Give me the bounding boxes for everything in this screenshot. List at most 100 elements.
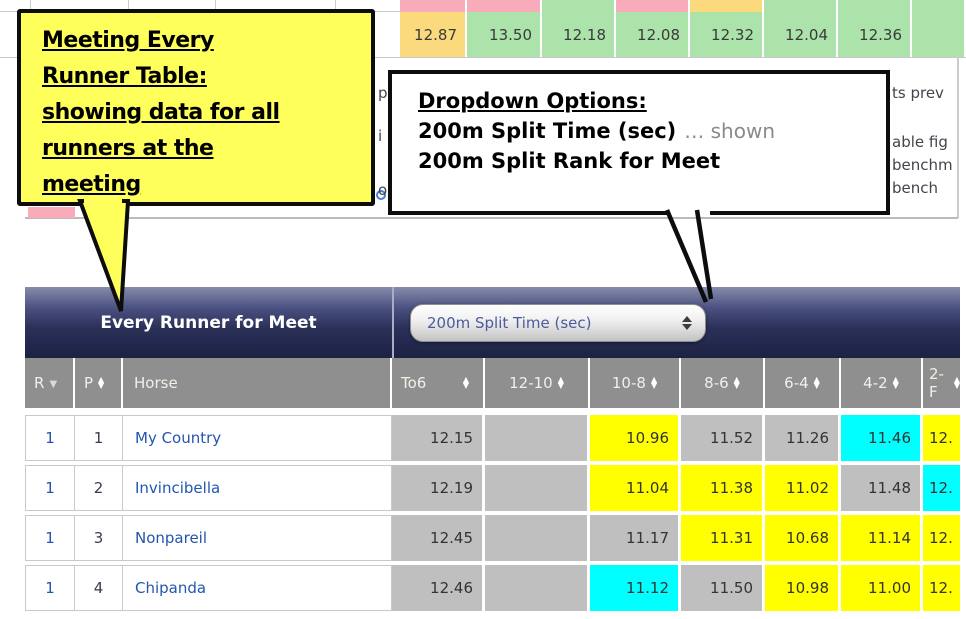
bg-split-cell: 13.50 xyxy=(467,12,542,57)
split-cell: 12. xyxy=(923,465,960,511)
horse-link[interactable]: My Country xyxy=(135,429,222,447)
table-header-row: R ▼ P ▲ ▼ Horse To6 ▲ ▼ 12-10 ▲ ▼ 10-8 ▲ ▼ 8-6 ▲ ▼ 6-4 ▲ ▼ 4-… xyxy=(25,358,960,408)
bg-table-split-row: 12.87 13.50 12.18 12.08 12.32 12.04 12.36 xyxy=(400,12,966,57)
dropdown-callout-heading: Dropdown Options: xyxy=(418,89,647,113)
column-header-12-10[interactable]: 12-10 ▲ ▼ xyxy=(485,358,590,408)
split-cell: 11.50 xyxy=(681,565,765,611)
bg-strip-cell xyxy=(838,0,912,12)
stepper-icon xyxy=(682,315,692,330)
bg-pink-cell-fragment xyxy=(28,207,75,218)
split-cell: 11.26 xyxy=(765,415,841,461)
bg-text-fragment: p xyxy=(378,84,387,102)
table-row: 1 1 My Country 12.15 10.96 11.52 11.26 11.46 12. xyxy=(25,415,960,461)
sort-down-icon[interactable]: ▼ xyxy=(49,378,58,390)
bg-table-bottom-border xyxy=(25,217,958,219)
bg-text-fragment: ts prev xyxy=(892,84,944,102)
race-number-link[interactable]: 1 xyxy=(45,429,55,447)
sort-updown-icon[interactable]: ▲ ▼ xyxy=(557,375,564,390)
split-cell: 11.14 xyxy=(841,515,923,561)
split-cell: 12.46 xyxy=(392,565,485,611)
meeting-callout-line: Meeting Every xyxy=(42,28,214,53)
table-row: 1 2 Invincibella 12.19 11.04 11.38 11.02 11.48 1… xyxy=(25,465,960,511)
split-cell: 12.15 xyxy=(392,415,485,461)
column-header-label: R xyxy=(34,374,45,392)
bg-text-fragment: benchm xyxy=(892,156,953,174)
bg-strip-cell xyxy=(400,0,467,12)
split-cell: 11.38 xyxy=(681,465,765,511)
sort-updown-icon[interactable]: ▲ ▼ xyxy=(892,375,899,390)
split-cell: 12. xyxy=(923,565,960,611)
bg-radio-fragment xyxy=(376,190,386,200)
horse-cell: Invincibella xyxy=(123,465,392,511)
column-header-label: Horse xyxy=(134,374,178,392)
race-number-cell: 1 xyxy=(25,465,75,511)
table-body: 1 1 My Country 12.15 10.96 11.52 11.26 11.46 12.… xyxy=(25,415,960,611)
column-header-label: 12-10 xyxy=(509,374,553,392)
horse-cell: Nonpareil xyxy=(123,515,392,561)
split-cell: 11.52 xyxy=(681,415,765,461)
split-cell: 11.46 xyxy=(841,415,923,461)
race-number-link[interactable]: 1 xyxy=(45,479,55,497)
bg-grid-line xyxy=(215,0,216,11)
column-header-4-2[interactable]: 4-2 ▲ ▼ xyxy=(841,358,923,408)
column-header-p[interactable]: P ▲ ▼ xyxy=(75,358,123,408)
split-cell: 10.68 xyxy=(765,515,841,561)
bg-strip-cell xyxy=(690,0,764,12)
horse-link[interactable]: Invincibella xyxy=(135,479,221,497)
metric-dropdown[interactable]: 200m Split Time (sec) xyxy=(410,303,706,342)
split-cell: 11.00 xyxy=(841,565,923,611)
bg-split-cell xyxy=(912,12,966,57)
bg-grid-line xyxy=(128,0,129,11)
split-cell: 11.12 xyxy=(590,565,681,611)
column-header-r[interactable]: R ▼ xyxy=(25,358,75,408)
split-cell: 11.02 xyxy=(765,465,841,511)
race-number-link[interactable]: 1 xyxy=(45,579,55,597)
split-cell: 10.98 xyxy=(765,565,841,611)
column-header-label: P xyxy=(84,374,94,392)
race-number-link[interactable]: 1 xyxy=(45,529,55,547)
table-row: 1 4 Chipanda 12.46 11.12 11.50 10.98 11.00 12. xyxy=(25,565,960,611)
column-header-to6[interactable]: To6 ▲ ▼ xyxy=(392,358,485,408)
dropdown-callout: Dropdown Options: 200m Split Time (sec)…… xyxy=(388,70,890,215)
bg-table-right-border xyxy=(957,57,959,218)
column-header-10-8[interactable]: 10-8 ▲ ▼ xyxy=(590,358,681,408)
sort-updown-icon[interactable]: ▲ ▼ xyxy=(813,375,820,390)
meeting-callout-line: meeting xyxy=(42,172,141,197)
sort-updown-icon[interactable]: ▲ ▼ xyxy=(953,375,960,390)
column-header-label: 6-4 xyxy=(784,374,809,392)
bg-split-cell: 12.32 xyxy=(690,12,764,57)
every-runner-table: Every Runner for Meet 200m Split Time (s… xyxy=(25,287,960,615)
column-header-8-6[interactable]: 8-6 ▲ ▼ xyxy=(681,358,765,408)
column-header-horse[interactable]: Horse xyxy=(123,358,392,408)
split-cell: 11.17 xyxy=(590,515,681,561)
split-cell: 12.19 xyxy=(392,465,485,511)
split-cell: 10.96 xyxy=(590,415,681,461)
column-header-label: To6 xyxy=(401,374,427,392)
horse-cell: My Country xyxy=(123,415,392,461)
column-header-2-f[interactable]: 2-F ▲ ▼ xyxy=(923,358,960,408)
meeting-callout: Meeting Every Runner Table: showing data f… xyxy=(17,9,375,206)
meeting-callout-line: Runner Table: xyxy=(42,64,207,89)
split-cell xyxy=(485,565,590,611)
split-cell xyxy=(485,515,590,561)
position-cell: 3 xyxy=(75,515,123,561)
horse-link[interactable]: Chipanda xyxy=(135,579,207,597)
bg-text-fragment: bench xyxy=(892,179,939,197)
sort-updown-icon[interactable]: ▲ ▼ xyxy=(650,375,658,390)
horse-cell: Chipanda xyxy=(123,565,392,611)
sort-updown-icon[interactable]: ▲ ▼ xyxy=(733,375,740,390)
bg-grid-line xyxy=(335,0,336,11)
bg-split-cell: 12.18 xyxy=(542,12,616,57)
bg-strip-cell xyxy=(616,0,690,12)
split-cell: 12. xyxy=(923,415,960,461)
sort-updown-icon[interactable]: ▲ ▼ xyxy=(98,375,105,390)
column-header-6-4[interactable]: 6-4 ▲ ▼ xyxy=(765,358,841,408)
bg-strip-cell xyxy=(542,0,616,12)
horse-link[interactable]: Nonpareil xyxy=(135,529,208,547)
bg-text-fragment: able fig xyxy=(892,133,948,151)
position-cell: 4 xyxy=(75,565,123,611)
bg-strip-cell xyxy=(912,0,966,12)
split-cell: 11.04 xyxy=(590,465,681,511)
sort-updown-icon[interactable]: ▲ ▼ xyxy=(462,375,469,390)
